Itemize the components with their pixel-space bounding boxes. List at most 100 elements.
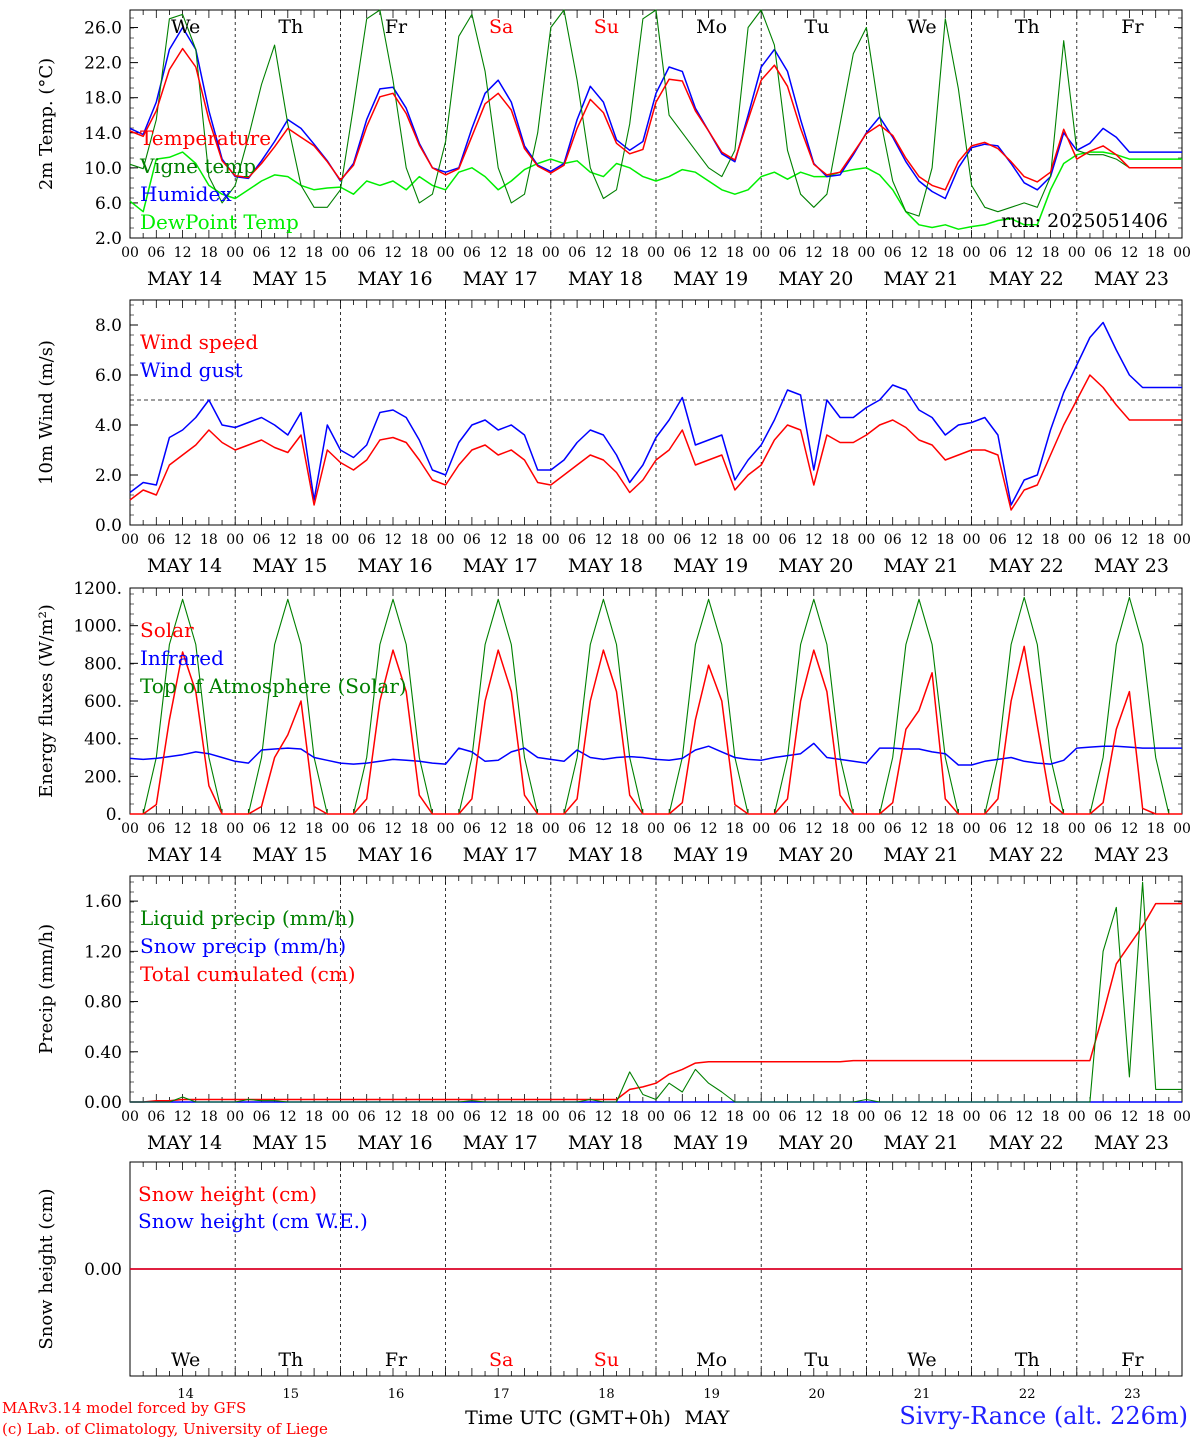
x-hour-label: 18 [305, 245, 323, 261]
x-hour-label: 06 [463, 532, 481, 548]
y-tick-label: 4.0 [95, 416, 122, 436]
x-date-label: MAY 23 [1094, 268, 1169, 290]
x-axis-label: Time UTC (GMT+0h) [465, 1407, 671, 1429]
x-hour-label: 00 [437, 1109, 455, 1125]
weekday-label: Th [1015, 1349, 1040, 1371]
x-date-label: MAY 21 [883, 268, 958, 290]
y-tick-label: 600. [84, 692, 122, 712]
day-number-label: 22 [1019, 1387, 1036, 1402]
x-hour-label: 12 [805, 532, 823, 548]
y-tick-label: 2.0 [95, 229, 122, 249]
x-hour-label: 00 [331, 532, 349, 548]
y-tick-label: 6.0 [95, 194, 122, 214]
x-hour-label: 18 [305, 532, 323, 548]
x-hour-label: 18 [936, 1109, 954, 1125]
x-hour-label: 18 [1042, 821, 1060, 837]
x-hour-label: 12 [384, 821, 402, 837]
weekday-label: Su [594, 16, 619, 38]
x-hour-label: 18 [305, 1109, 323, 1125]
x-hour-label: 12 [489, 1109, 507, 1125]
x-hour-label: 12 [700, 821, 718, 837]
x-hour-label: 18 [1042, 245, 1060, 261]
x-hour-label: 00 [331, 245, 349, 261]
x-hour-label: 00 [542, 821, 560, 837]
x-date-label: MAY 21 [883, 1132, 958, 1154]
x-hour-label: 06 [1094, 245, 1112, 261]
x-hour-label: 06 [147, 245, 165, 261]
x-hour-label: 12 [1015, 1109, 1033, 1125]
legend-entry: Temperature [140, 126, 271, 150]
x-date-label: MAY 20 [778, 844, 853, 866]
x-hour-label: 06 [147, 532, 165, 548]
x-hour-label: 00 [857, 245, 875, 261]
x-hour-label: 12 [489, 821, 507, 837]
legend-entry: Solar [140, 618, 194, 642]
x-hour-label: 12 [910, 532, 928, 548]
x-hour-label: 18 [831, 1109, 849, 1125]
x-hour-label: 18 [1147, 245, 1165, 261]
x-date-label: MAY 14 [147, 1132, 222, 1154]
x-hour-label: 06 [253, 245, 271, 261]
x-hour-label: 00 [647, 245, 665, 261]
x-hour-label: 18 [1147, 532, 1165, 548]
x-hour-label: 12 [594, 821, 612, 837]
weekday-label: Tu [804, 1349, 829, 1371]
x-hour-label: 12 [805, 821, 823, 837]
y-tick-label: 8.0 [95, 316, 122, 336]
y-tick-label: 1.60 [84, 892, 122, 912]
y-tick-label: 1000. [73, 617, 122, 637]
x-hour-label: 06 [358, 821, 376, 837]
weekday-label: Mo [696, 16, 727, 38]
day-number-label: 14 [177, 1387, 194, 1402]
weekday-label: We [907, 1349, 936, 1371]
x-hour-label: 06 [358, 245, 376, 261]
y-tick-label: 800. [84, 654, 122, 674]
x-date-label: MAY 23 [1094, 844, 1169, 866]
day-number-label: 20 [809, 1387, 826, 1402]
x-hour-label: 12 [700, 1109, 718, 1125]
x-hour-label: 00 [226, 1109, 244, 1125]
x-hour-label: 00 [857, 532, 875, 548]
day-number-label: 23 [1124, 1387, 1141, 1402]
x-hour-label: 12 [174, 532, 192, 548]
panel-3: 0. 200. 400. 600. 800. 1000. 1200. Energy fluxe… [36, 579, 1191, 866]
y-tick-label: 0. [106, 805, 122, 825]
x-hour-label: 12 [1015, 532, 1033, 548]
x-date-label: MAY 21 [883, 844, 958, 866]
x-hour-label: 00 [331, 1109, 349, 1125]
x-hour-label: 00 [752, 821, 770, 837]
x-date-label: MAY 18 [568, 1132, 643, 1154]
x-hour-label: 06 [463, 821, 481, 837]
x-date-label: MAY 20 [778, 268, 853, 290]
x-hour-label: 18 [831, 245, 849, 261]
y-tick-label: 200. [84, 767, 122, 787]
x-hour-label: 12 [805, 245, 823, 261]
weekday-label: Su [594, 1349, 619, 1371]
series-line-2 [129, 9, 1182, 217]
x-date-label: MAY 16 [357, 555, 432, 577]
x-hour-label: 06 [463, 1109, 481, 1125]
x-date-label: MAY 16 [357, 844, 432, 866]
x-hour-label: 12 [279, 821, 297, 837]
x-hour-label: 12 [384, 1109, 402, 1125]
y-tick-label: 0.00 [84, 1093, 122, 1113]
series-line-1 [129, 47, 1182, 191]
weekday-label: Th [278, 16, 303, 38]
y-axis-label: Energy fluxes (W/m²) [36, 604, 57, 798]
footer-credits: MARv3.14 model forced by GFS (c) Lab. of… [2, 1398, 328, 1440]
legend-entry: Wind speed [140, 330, 258, 354]
x-date-label: MAY 14 [147, 555, 222, 577]
y-tick-label: 10.0 [84, 159, 122, 179]
x-date-label: MAY 23 [1094, 1132, 1169, 1154]
x-hour-label: 18 [516, 1109, 534, 1125]
x-date-label: MAY 19 [673, 1132, 748, 1154]
x-date-label: MAY 19 [673, 844, 748, 866]
day-number-label: 19 [703, 1387, 720, 1402]
x-date-label: MAY 22 [989, 1132, 1064, 1154]
x-hour-label: 12 [279, 1109, 297, 1125]
station-name: Sivry-Rance (alt. 226m) [899, 1402, 1188, 1430]
x-date-label: MAY 17 [463, 1132, 538, 1154]
x-hour-label: 06 [1094, 532, 1112, 548]
x-date-label: MAY 22 [989, 268, 1064, 290]
